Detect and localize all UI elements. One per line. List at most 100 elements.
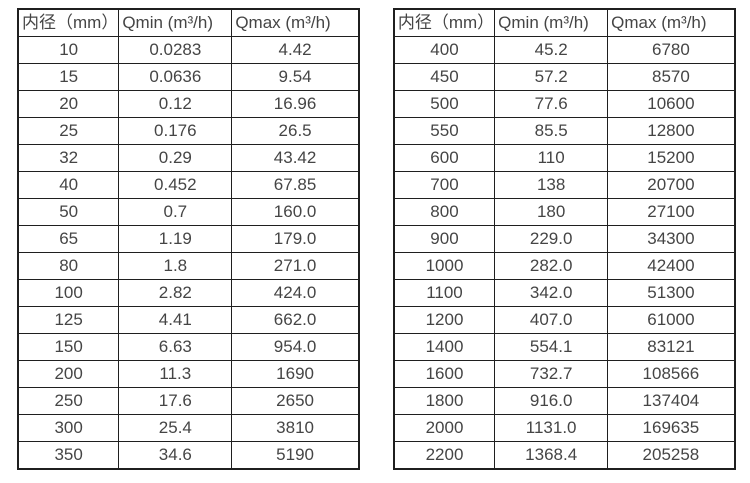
table-cell: 12800 <box>607 117 736 145</box>
table-cell: 51300 <box>607 279 736 307</box>
table-cell: 916.0 <box>494 387 609 415</box>
table-cell: 550 <box>393 117 496 145</box>
header-qmin: Qmin (m³/h) <box>118 8 233 37</box>
table-cell: 80 <box>17 252 120 280</box>
table-cell: 282.0 <box>494 252 609 280</box>
table-cell: 40 <box>17 171 120 199</box>
table-row: 2000 1131.0 169635 <box>393 414 736 442</box>
table-cell: 100 <box>17 279 120 307</box>
table-cell: 5190 <box>231 441 360 470</box>
table-cell: 137404 <box>607 387 736 415</box>
table-cell: 4.41 <box>118 306 233 334</box>
table-cell: 32 <box>17 144 120 172</box>
table-cell: 67.85 <box>231 171 360 199</box>
table-cell: 77.6 <box>494 90 609 118</box>
table-row: 500 77.6 10600 <box>393 90 736 118</box>
table-cell: 42400 <box>607 252 736 280</box>
table-cell: 2.82 <box>118 279 233 307</box>
flow-table-left: 内径（mm） Qmin (m³/h) Qmax (m³/h) 10 0.0283 4… <box>17 8 360 470</box>
table-cell: 0.176 <box>118 117 233 145</box>
table-row: 550 85.5 12800 <box>393 117 736 145</box>
table-cell: 110 <box>494 144 609 172</box>
table-cell: 17.6 <box>118 387 233 415</box>
table-cell: 1690 <box>231 360 360 388</box>
table-cell: 20 <box>17 90 120 118</box>
table-cell: 554.1 <box>494 333 609 361</box>
table-row: 200 11.3 1690 <box>17 360 360 388</box>
table-cell: 65 <box>17 225 120 253</box>
header-inner-diameter: 内径（mm） <box>393 8 496 37</box>
table-row: 1800 916.0 137404 <box>393 387 736 415</box>
table-cell: 700 <box>393 171 496 199</box>
table-row: 80 1.8 271.0 <box>17 252 360 280</box>
table-cell: 1100 <box>393 279 496 307</box>
header-row: 内径（mm） Qmin (m³/h) Qmax (m³/h) <box>17 8 360 37</box>
table-row: 900 229.0 34300 <box>393 225 736 253</box>
table-cell: 200 <box>17 360 120 388</box>
table-cell: 15 <box>17 63 120 91</box>
table-cell: 3810 <box>231 414 360 442</box>
table-cell: 20700 <box>607 171 736 199</box>
table-cell: 0.0636 <box>118 63 233 91</box>
flow-tables-container: 内径（mm） Qmin (m³/h) Qmax (m³/h) 10 0.0283 4… <box>17 8 736 470</box>
table-cell: 50 <box>17 198 120 226</box>
table-cell: 61000 <box>607 306 736 334</box>
table-cell: 27100 <box>607 198 736 226</box>
table-cell: 0.12 <box>118 90 233 118</box>
table-row: 250 17.6 2650 <box>17 387 360 415</box>
table-cell: 0.0283 <box>118 36 233 64</box>
table-cell: 1200 <box>393 306 496 334</box>
header-row: 内径（mm） Qmin (m³/h) Qmax (m³/h) <box>393 8 736 37</box>
table-cell: 180 <box>494 198 609 226</box>
table-cell: 25.4 <box>118 414 233 442</box>
table-cell: 85.5 <box>494 117 609 145</box>
table-cell: 954.0 <box>231 333 360 361</box>
table-cell: 16.96 <box>231 90 360 118</box>
table-cell: 2650 <box>231 387 360 415</box>
table-cell: 108566 <box>607 360 736 388</box>
table-cell: 6.63 <box>118 333 233 361</box>
table-cell: 662.0 <box>231 306 360 334</box>
table-row: 50 0.7 160.0 <box>17 198 360 226</box>
flow-table-left-head: 内径（mm） Qmin (m³/h) Qmax (m³/h) <box>17 8 360 37</box>
table-row: 1000 282.0 42400 <box>393 252 736 280</box>
table-cell: 83121 <box>607 333 736 361</box>
table-cell: 11.3 <box>118 360 233 388</box>
table-cell: 350 <box>17 441 120 470</box>
table-row: 65 1.19 179.0 <box>17 225 360 253</box>
table-cell: 2000 <box>393 414 496 442</box>
table-cell: 450 <box>393 63 496 91</box>
table-cell: 0.29 <box>118 144 233 172</box>
table-cell: 1600 <box>393 360 496 388</box>
table-cell: 732.7 <box>494 360 609 388</box>
table-cell: 160.0 <box>231 198 360 226</box>
table-cell: 800 <box>393 198 496 226</box>
table-row: 32 0.29 43.42 <box>17 144 360 172</box>
table-cell: 342.0 <box>494 279 609 307</box>
flow-table-right: 内径（mm） Qmin (m³/h) Qmax (m³/h) 400 45.2 67… <box>392 8 736 470</box>
table-cell: 25 <box>17 117 120 145</box>
table-cell: 205258 <box>607 441 736 470</box>
table-row: 125 4.41 662.0 <box>17 306 360 334</box>
table-cell: 1000 <box>393 252 496 280</box>
table-cell: 1131.0 <box>494 414 609 442</box>
table-cell: 1.19 <box>118 225 233 253</box>
table-row: 450 57.2 8570 <box>393 63 736 91</box>
table-cell: 4.42 <box>231 36 360 64</box>
table-cell: 179.0 <box>231 225 360 253</box>
table-cell: 900 <box>393 225 496 253</box>
table-cell: 125 <box>17 306 120 334</box>
table-row: 300 25.4 3810 <box>17 414 360 442</box>
header-qmin: Qmin (m³/h) <box>494 8 609 37</box>
table-row: 600 110 15200 <box>393 144 736 172</box>
flow-table-right-body: 400 45.2 6780 450 57.2 8570 500 77.6 10600 550 85.… <box>393 36 736 470</box>
table-cell: 1368.4 <box>494 441 609 470</box>
header-inner-diameter: 内径（mm） <box>17 8 120 37</box>
table-cell: 45.2 <box>494 36 609 64</box>
table-cell: 15200 <box>607 144 736 172</box>
table-cell: 34.6 <box>118 441 233 470</box>
table-cell: 500 <box>393 90 496 118</box>
table-row: 350 34.6 5190 <box>17 441 360 470</box>
table-row: 700 138 20700 <box>393 171 736 199</box>
